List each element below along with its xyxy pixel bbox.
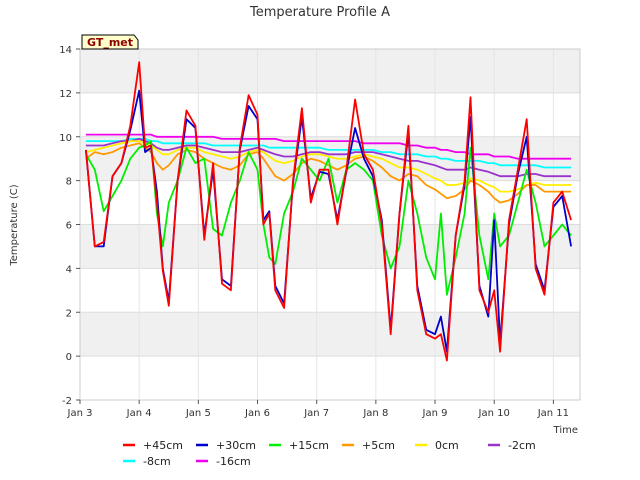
legend-item: -2cm: [488, 439, 536, 452]
y-tick-label: 0: [66, 352, 72, 363]
axes: -2 0 2 4 6 8 10 12 14 Jan 3 Jan 4 Jan 5 Jan 6 Jan 7 Ja…: [59, 45, 581, 419]
badge-box: [81, 34, 139, 50]
y-tick-label: 4: [66, 264, 72, 275]
x-tick-label: Jan 11: [537, 408, 569, 419]
series-lines: [85, 61, 572, 362]
y-tick-label: 2: [66, 308, 72, 319]
y-tick-label: 12: [59, 89, 72, 100]
legend-item: -16cm: [196, 455, 251, 468]
x-tick-label: Jan 7: [303, 408, 329, 419]
legend-item: -8cm: [123, 455, 171, 468]
y-tick-label: 8: [66, 177, 72, 188]
series-line-5cm: [85, 142, 572, 204]
x-tick-label: Jan 10: [478, 408, 510, 419]
plot-band: [80, 224, 580, 269]
series-line-8cm: [85, 137, 572, 169]
plot-band: [80, 49, 580, 93]
y-tick-label: -2: [62, 396, 72, 407]
y-tick-label: 14: [59, 45, 72, 56]
badge-text: GT_met: [87, 36, 133, 49]
plot-band: [80, 312, 580, 357]
legend-label: +45cm: [143, 439, 183, 452]
y-axis-label: Temperature (C): [9, 184, 20, 266]
legend-item: +30cm: [196, 439, 256, 452]
legend-item: +15cm: [269, 439, 329, 452]
x-tick-label: Jan 5: [185, 408, 211, 419]
chart-title: Temperature Profile A: [249, 5, 390, 20]
x-tick-label: Jan 6: [244, 408, 270, 419]
legend-item: +5cm: [342, 439, 395, 452]
legend-label: -2cm: [508, 439, 536, 452]
legend-item: +45cm: [123, 439, 183, 452]
legend-label: +15cm: [289, 439, 329, 452]
legend-label: +5cm: [362, 439, 395, 452]
x-axis-label: Time: [553, 425, 578, 436]
legend-label: -8cm: [143, 455, 171, 468]
legend-label: -16cm: [216, 455, 251, 468]
x-tick-label: Jan 3: [67, 408, 93, 419]
y-tick-label: 10: [59, 133, 72, 144]
x-tick-label: Jan 4: [126, 408, 152, 419]
legend: +45cm +30cm +15cm +5cm 0cm -2cm -8cm -16cm: [123, 439, 536, 468]
x-tick-label: Jan 9: [422, 408, 448, 419]
series-line-0cm: [85, 140, 572, 193]
series-line-45cm: [85, 61, 572, 362]
series-line-2cm: [85, 137, 572, 178]
x-tick-label: Jan 8: [362, 408, 388, 419]
y-tick-label: 6: [66, 221, 72, 232]
legend-label: 0cm: [435, 439, 459, 452]
legend-item: 0cm: [415, 439, 459, 452]
gt-met-badge: GT_met: [81, 34, 139, 50]
series-line-16cm: [85, 133, 572, 160]
legend-label: +30cm: [216, 439, 256, 452]
